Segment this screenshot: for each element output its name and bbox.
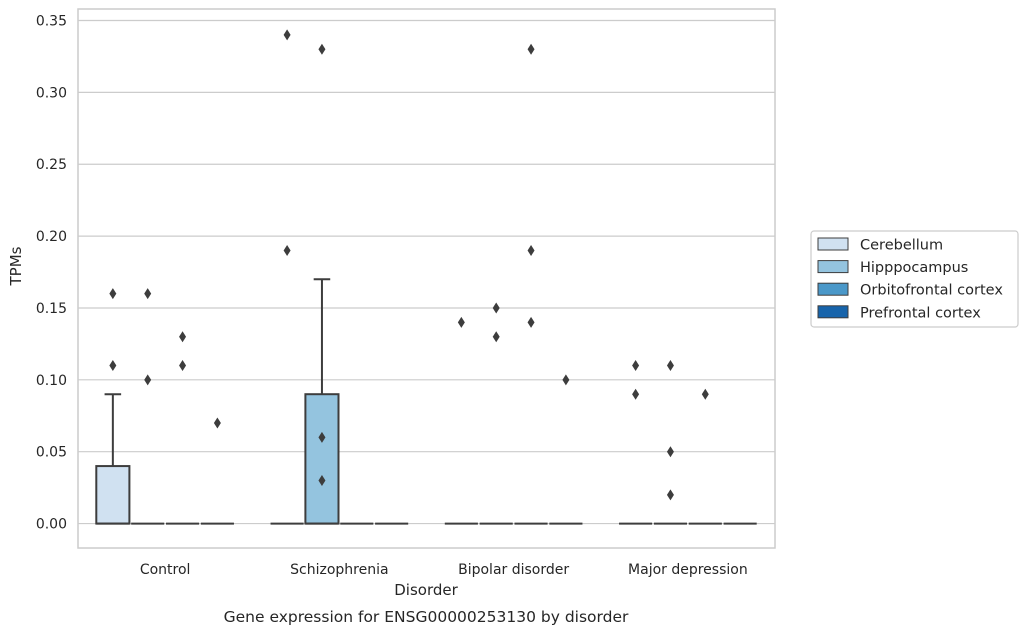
x-tick-label: Bipolar disorder [458,562,569,578]
plot-border [77,8,776,549]
legend-label: Hipppocampus [860,260,968,276]
legend-swatch [817,260,849,274]
outlier-point [318,43,326,55]
outlier-point [109,288,117,300]
outlier-point [666,489,674,501]
outlier-point [632,388,640,400]
outlier-point [527,316,535,328]
y-tick-label: 0.00 [36,517,67,533]
outlier-point [144,374,152,386]
legend: Cerebellum Hipppocampus Orbitofrontal cort… [810,230,1019,328]
outlier-point [701,388,709,400]
legend-box [810,230,1019,328]
legend-swatch [817,282,849,296]
x-tick-label: Major depression [628,562,748,578]
legend-label: Prefrontal cortex [860,305,981,321]
y-tick-label: 0.05 [36,445,67,461]
outlier-point [666,359,674,371]
outlier-point [283,244,291,256]
outlier-point [283,29,291,41]
outlier-point [457,316,465,328]
outlier-point [492,302,500,314]
x-tick-label: Control [140,562,191,578]
box [304,393,340,525]
outlier-point [527,43,535,55]
y-tick-label: 0.20 [36,229,67,245]
y-tick-label: 0.15 [36,301,67,317]
outlier-point [144,288,152,300]
outlier-point [179,359,187,371]
y-tick-label: 0.30 [36,85,67,101]
boxes [95,29,757,525]
plot-frame [77,8,776,549]
chart-caption: Gene expression for ENSG00000253130 by d… [224,608,629,626]
outlier-point [492,331,500,343]
legend-label: Cerebellum [860,238,943,254]
outlier-point [527,244,535,256]
y-tick-label: 0.35 [36,13,67,29]
outlier-point [562,374,570,386]
gridlines [78,19,775,525]
y-tick-label: 0.25 [36,157,67,173]
outlier-point [179,331,187,343]
outlier-point [318,431,326,443]
outlier-point [632,359,640,371]
x-axis-label: Disorder [394,581,458,599]
outlier-point [109,359,117,371]
y-tick-label: 0.10 [36,373,67,389]
y-axis-label: TPMs [7,246,25,286]
outlier-point [666,446,674,458]
legend-swatch [817,237,849,251]
box [95,465,131,525]
outlier-point [318,474,326,486]
x-tick-label: Schizophrenia [290,562,388,578]
legend-label: Orbitofrontal cortex [860,283,1003,299]
legend-swatch [817,305,849,319]
outlier-point [213,417,221,429]
x-tick-labels: Control Schizophrenia Bipolar disorder Majo… [140,562,748,578]
y-tick-labels: 0.00 0.05 0.10 0.15 0.20 0.25 0.30 0.35 [36,13,67,532]
